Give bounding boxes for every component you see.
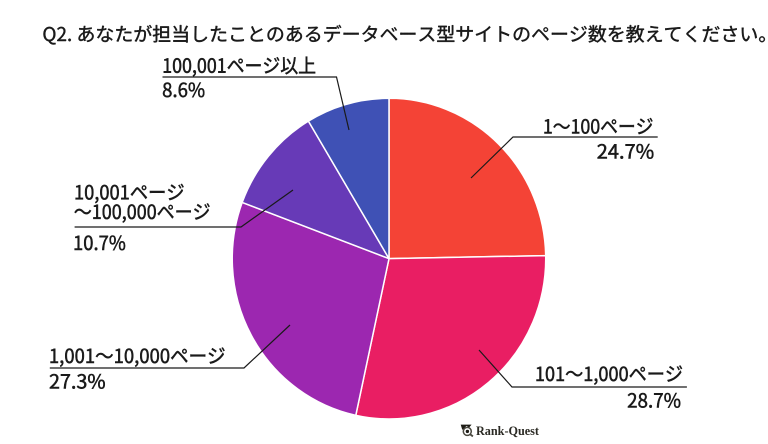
svg-text:Rank-Quest: Rank-Quest [476,424,539,438]
